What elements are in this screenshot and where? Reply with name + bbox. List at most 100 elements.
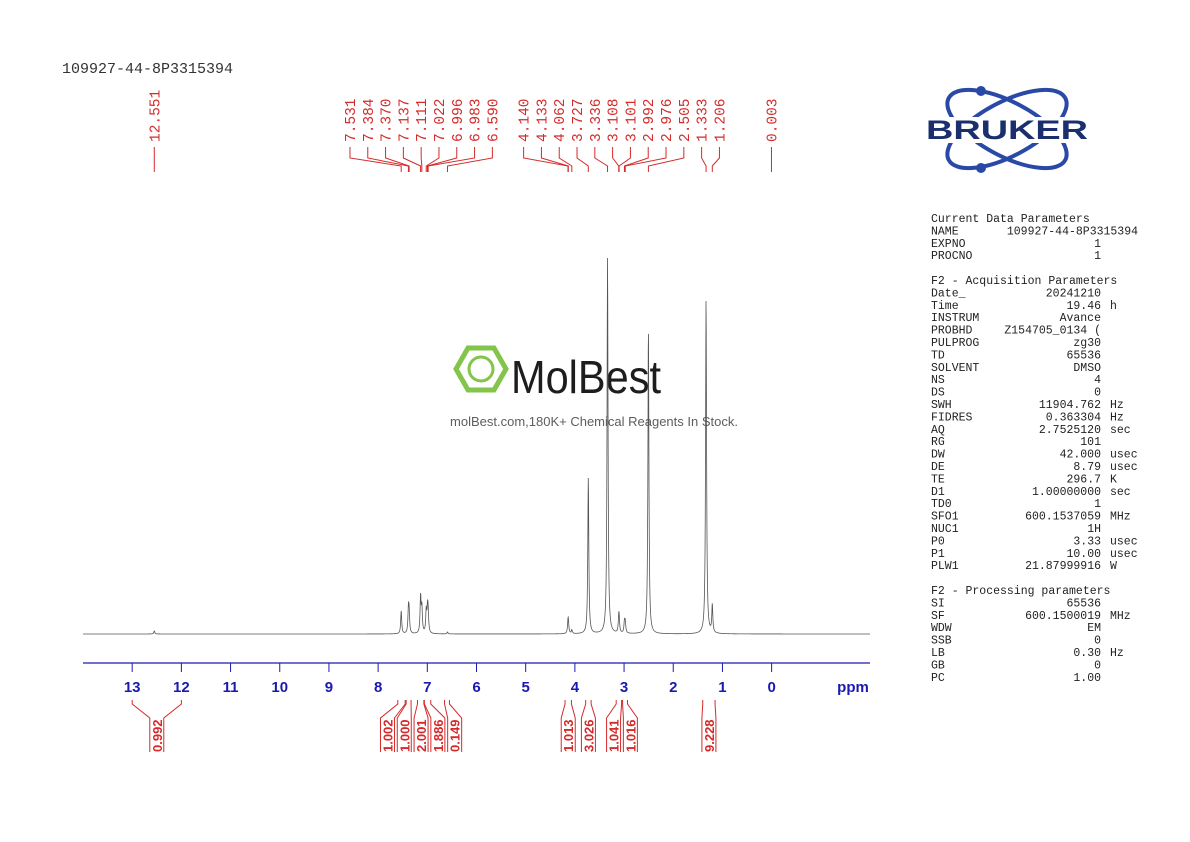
- param-name: TD0: [931, 498, 952, 511]
- peak-leader: [385, 147, 410, 172]
- param-name: GB: [931, 659, 945, 672]
- peak-label: 3.108: [607, 98, 623, 142]
- x-tick-label: 2: [669, 679, 677, 696]
- x-tick-label: 11: [223, 679, 239, 696]
- param-name: PC: [931, 672, 945, 685]
- integral-bracket: [379, 700, 399, 752]
- peak-leader: [647, 147, 685, 172]
- peak-label: 7.137: [397, 98, 413, 142]
- peak-label: 3.101: [624, 98, 640, 142]
- integral-label: 2.001: [414, 719, 429, 752]
- param-unit: Hz: [1110, 647, 1124, 660]
- x-axis-label: ppm: [837, 679, 869, 696]
- param-value: 21.87999916: [1025, 560, 1101, 573]
- peak-label: 1.206: [713, 98, 729, 142]
- logo-orbit: [945, 87, 1069, 171]
- param-name: PULPROG: [931, 337, 979, 350]
- param-name: SF: [931, 610, 945, 623]
- param-name: NS: [931, 374, 945, 387]
- x-tick-label: 12: [173, 679, 190, 696]
- peak-leader: [349, 147, 402, 172]
- integral-label: 1.016: [623, 719, 638, 752]
- peak-label: 4.133: [535, 98, 551, 142]
- watermark-name: MolBest: [511, 351, 661, 403]
- param-name: Date_: [931, 287, 966, 300]
- peak-leader: [427, 147, 476, 172]
- param-name: DW: [931, 449, 945, 462]
- param-unit: h: [1110, 300, 1117, 313]
- integral-bracket: [131, 700, 151, 752]
- param-name: DE: [931, 461, 945, 474]
- peak-leader: [420, 147, 423, 172]
- peak-leader: [618, 147, 631, 172]
- logo-orbit: [945, 87, 1069, 171]
- x-tick-label: 5: [522, 679, 530, 696]
- spectrum-line: [83, 258, 870, 635]
- integral-label: 9.228: [702, 719, 717, 752]
- integral-label: 3.026: [581, 719, 596, 752]
- param-name: PROBHD: [931, 325, 973, 338]
- integral-bracket: [580, 700, 587, 752]
- watermark: MolBest molBest.com,180K+ Chemical Reage…: [450, 345, 738, 429]
- integral-bracket: [622, 700, 624, 752]
- param-name: AQ: [931, 424, 945, 437]
- peak-label: 4.140: [518, 98, 534, 142]
- param-name: INSTRUM: [931, 312, 979, 325]
- peak-leader: [367, 147, 409, 172]
- integral-bracket: [570, 700, 576, 752]
- x-tick-label: 4: [571, 679, 580, 696]
- peak-label: 7.531: [344, 98, 360, 142]
- param-value: 0: [1094, 387, 1101, 400]
- integral-bracket: [448, 700, 463, 752]
- peak-leader: [594, 147, 609, 172]
- param-value: Avance: [1060, 312, 1102, 325]
- peak-leader: [624, 147, 667, 172]
- param-name: DS: [931, 387, 945, 400]
- logo-dot: [976, 163, 986, 173]
- param-name: TD: [931, 349, 945, 362]
- peak-label: 2.992: [642, 98, 658, 142]
- param-value: DMSO: [1073, 362, 1101, 375]
- x-tick-label: 6: [472, 679, 480, 696]
- param-name: P0: [931, 535, 945, 548]
- x-tick-label: 1: [718, 679, 726, 696]
- integral-bracket: [396, 700, 407, 752]
- peak-label: 6.983: [469, 98, 485, 142]
- param-value: 65536: [1066, 349, 1101, 362]
- integral-label: 1.013: [561, 719, 576, 752]
- peak-label: 6.590: [486, 98, 502, 142]
- x-tick-label: 7: [423, 679, 431, 696]
- param-value: 296.7: [1066, 473, 1101, 486]
- peak-label: 7.370: [380, 98, 396, 142]
- param-name: PROCNO: [931, 250, 973, 263]
- sample-title: 109927-44-8P3315394: [62, 61, 233, 78]
- param-unit: usec: [1110, 449, 1138, 462]
- x-tick-label: 13: [124, 679, 141, 696]
- param-value: 65536: [1066, 597, 1101, 610]
- param-value: 600.1537059: [1025, 511, 1101, 524]
- peak-label: 6.996: [451, 98, 467, 142]
- param-value: 10.00: [1066, 548, 1101, 561]
- param-unit: Hz: [1110, 411, 1124, 424]
- param-name: P1: [931, 548, 945, 561]
- peak-leader: [576, 147, 589, 172]
- peak-leader: [446, 147, 493, 172]
- peak-leader: [558, 147, 573, 172]
- watermark-tagline: molBest.com,180K+ Chemical Reagents In S…: [450, 414, 738, 429]
- integral-bracket: [606, 700, 617, 752]
- param-unit: usec: [1110, 548, 1138, 561]
- integral-bracket: [413, 700, 418, 752]
- peak-label: 12.551: [148, 90, 164, 142]
- param-value: 600.1500019: [1025, 610, 1101, 623]
- peak-leader: [402, 147, 422, 172]
- param-unit: K: [1110, 473, 1117, 486]
- x-tick-label: 0: [767, 679, 775, 696]
- peak-leader: [427, 147, 458, 172]
- integral-bracket: [701, 700, 704, 752]
- param-value: 3.33: [1073, 535, 1101, 548]
- integral-label: 0.992: [150, 719, 165, 752]
- param-name: WDW: [931, 622, 952, 635]
- param-name: Time: [931, 300, 959, 313]
- peak-label: 3.727: [571, 98, 587, 142]
